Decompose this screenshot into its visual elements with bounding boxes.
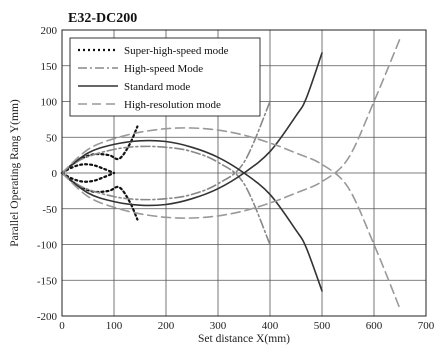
- y-tick-label: -50: [42, 204, 57, 216]
- legend-entry: Standard mode: [124, 81, 190, 93]
- series-line: [60, 171, 116, 183]
- y-tick-label: -100: [37, 240, 58, 252]
- y-tick-label: -200: [37, 311, 58, 323]
- x-tick-label: 700: [418, 320, 435, 332]
- x-tick-label: 200: [158, 320, 175, 332]
- series-line: [60, 171, 139, 221]
- x-tick-label: 400: [262, 320, 279, 332]
- legend-box: [69, 37, 261, 117]
- legend-entry: High-resolution mode: [124, 99, 221, 111]
- series-high-resolution-mode: [61, 37, 401, 310]
- series-standard-mode: [61, 52, 323, 292]
- y-tick-label: -150: [37, 275, 58, 287]
- x-axis-label: Set distance X(mm): [198, 333, 290, 345]
- x-tick-label: 100: [106, 320, 123, 332]
- plot-frame: [61, 29, 427, 317]
- y-tick-label: 100: [41, 97, 58, 109]
- x-tick-labels: 0 100 200 300 400 500 600 700: [59, 320, 435, 332]
- legend: Super-high-speed mode High-speed Mode Stan…: [69, 37, 261, 117]
- y-tick-label: 200: [41, 25, 58, 37]
- x-tick-label: 300: [210, 320, 227, 332]
- series-line: [61, 52, 323, 207]
- legend-entry: High-speed Mode: [124, 63, 203, 75]
- series-layer: [60, 37, 401, 310]
- series-line: [61, 139, 323, 292]
- series-line: [60, 125, 139, 175]
- series-line: [60, 163, 116, 175]
- series-line: [61, 37, 401, 219]
- y-tick-label: 0: [52, 168, 58, 180]
- y-axis-label: Parallel Operating Rang Y(mm): [9, 99, 21, 247]
- x-tick-label: 600: [366, 320, 383, 332]
- legend-entry: Super-high-speed mode: [124, 45, 229, 57]
- y-tick-labels: -200 -150 -100 -50 0 50 100 150 200: [37, 25, 58, 323]
- y-tick-label: 50: [46, 132, 58, 144]
- x-tick-label: 0: [59, 320, 65, 332]
- x-tick-label: 500: [314, 320, 331, 332]
- chart-title: E32-DC200: [68, 11, 137, 26]
- y-tick-label: 150: [41, 61, 58, 73]
- series-line: [61, 127, 401, 310]
